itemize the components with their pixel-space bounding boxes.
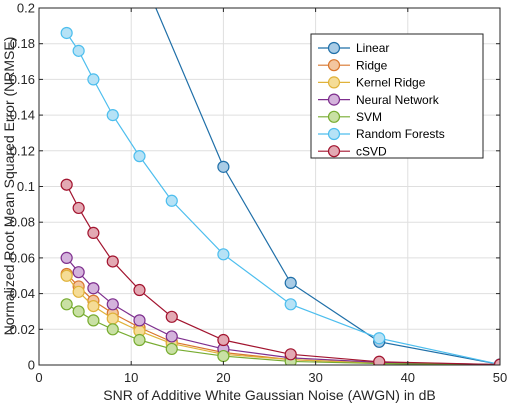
legend-item-svm: SVM (318, 110, 382, 124)
legend-marker (327, 110, 341, 123)
y-tick-label: 0.12 (10, 143, 35, 158)
data-point-svm (87, 314, 100, 327)
data-point-kernel-ridge (87, 299, 100, 313)
data-point-neural-network (133, 314, 146, 327)
legend-label: Neural Network (356, 93, 440, 107)
x-tick-label: 30 (308, 370, 322, 385)
data-point-random-forests (165, 194, 178, 207)
data-point-neural-network (72, 266, 85, 279)
series-random-forests (60, 26, 500, 365)
series-line-kernel-ridge (66, 275, 500, 365)
data-point-linear (217, 160, 230, 173)
y-axis-label: Normalized Root Mean Squared Error (NRMS… (1, 37, 17, 336)
legend-label: Random Forests (356, 127, 445, 141)
legend-item-ridge: Ridge (318, 58, 388, 72)
data-point-neural-network (106, 298, 119, 311)
series-line-random-forests (66, 32, 500, 365)
data-point-csvd (106, 255, 119, 268)
x-tick-label: 20 (216, 370, 230, 385)
y-tick-label: 0.18 (10, 36, 35, 51)
legend: Linear Ridge Kernel Ridge Neural Network SVM… (310, 33, 484, 159)
data-point-neural-network (165, 330, 178, 343)
legend-item-csvd: cSVD (318, 144, 387, 158)
data-point-svm (133, 333, 146, 347)
legend-marker (327, 145, 341, 158)
data-point-kernel-ridge (72, 285, 85, 298)
legend-marker (327, 76, 341, 89)
data-point-random-forests (217, 248, 230, 261)
data-point-neural-network (87, 282, 100, 295)
data-point-kernel-ridge (60, 269, 73, 282)
data-point-svm (165, 342, 178, 356)
legend-marker (327, 93, 341, 106)
data-point-svm (106, 323, 119, 336)
x-tick-label: 10 (124, 370, 138, 385)
data-point-csvd (217, 333, 230, 347)
y-tick-label: 0.16 (10, 72, 35, 87)
series-layer (60, 8, 500, 365)
legend-label: SVM (356, 110, 382, 124)
legend-item-linear: Linear (318, 41, 389, 55)
legend-marker (327, 59, 341, 72)
data-point-random-forests (133, 150, 146, 163)
data-point-kernel-ridge (106, 312, 119, 325)
data-point-linear (284, 276, 297, 289)
y-tick-label: 0.14 (10, 108, 35, 123)
data-point-csvd (133, 283, 146, 297)
data-point-csvd (87, 226, 100, 240)
x-tick-label: 0 (35, 370, 42, 385)
data-point-random-forests (60, 26, 73, 40)
y-tick-label: 0.2 (17, 1, 35, 16)
data-point-csvd (60, 178, 73, 191)
data-point-csvd (72, 201, 85, 215)
y-tick-label: 0 (28, 358, 35, 373)
legend-label: Linear (356, 41, 389, 55)
x-tick-label: 40 (401, 370, 415, 385)
y-tick-label: 0.08 (10, 215, 35, 230)
data-point-random-forests (284, 298, 297, 311)
legend-box (310, 33, 484, 159)
legend-item-neural-network: Neural Network (318, 93, 440, 107)
legend-item-random-forests: Random Forests (318, 127, 445, 141)
data-point-csvd (165, 310, 178, 323)
data-point-random-forests (106, 108, 119, 122)
series-csvd (60, 178, 500, 365)
legend-label: Kernel Ridge (356, 76, 426, 90)
series-line-neural-network (66, 257, 500, 365)
data-point-csvd (373, 355, 386, 365)
data-point-svm (60, 298, 73, 311)
data-point-svm (217, 349, 230, 363)
data-point-neural-network (60, 251, 73, 264)
x-axis-label: SNR of Additive White Gaussian Noise (AW… (103, 387, 436, 403)
x-tick-label: 50 (493, 370, 507, 385)
legend-marker (327, 127, 341, 141)
series-line-svm (66, 303, 500, 365)
y-tick-label: 0.06 (10, 250, 35, 265)
data-point-csvd (284, 348, 297, 361)
data-point-random-forests (373, 332, 386, 345)
data-point-svm (72, 305, 85, 318)
y-tick-label: 0.02 (10, 322, 35, 337)
tick-labels: 0 10 20 30 40 50 0 0.02 0.04 0.06 0.08 0.1 0.12 0.14 0… (10, 1, 508, 386)
legend-label: Ridge (356, 58, 388, 72)
series-line-csvd (66, 184, 500, 365)
legend-label: cSVD (356, 144, 387, 158)
y-tick-label: 0.04 (10, 286, 35, 301)
y-tick-label: 0.1 (17, 179, 35, 194)
legend-marker (327, 41, 341, 55)
data-point-random-forests (87, 73, 100, 86)
legend-item-kernel-ridge: Kernel Ridge (318, 76, 426, 90)
data-point-random-forests (72, 44, 85, 57)
